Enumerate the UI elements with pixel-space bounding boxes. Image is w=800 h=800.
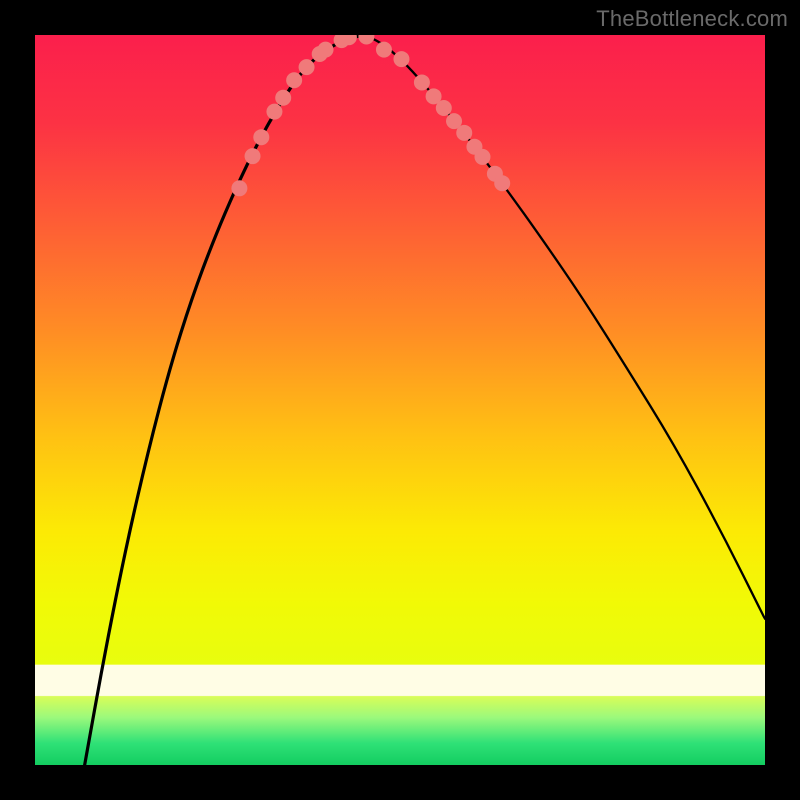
chart-svg: [35, 35, 765, 765]
data-dot: [494, 175, 510, 191]
data-dot: [474, 149, 490, 165]
watermark-text: TheBottleneck.com: [596, 6, 788, 32]
data-dot: [414, 74, 430, 90]
gradient-background: [35, 35, 765, 765]
data-dot: [245, 148, 261, 164]
chart-frame: TheBottleneck.com: [0, 0, 800, 800]
data-dot: [299, 59, 315, 75]
data-dot: [275, 90, 291, 106]
data-dot: [376, 42, 392, 58]
data-dot: [253, 129, 269, 145]
data-dot: [266, 104, 282, 120]
data-dot: [286, 72, 302, 88]
data-dot: [436, 100, 452, 116]
data-dot: [456, 125, 472, 141]
data-dot: [393, 51, 409, 67]
data-dot: [231, 180, 247, 196]
plot-area: [35, 35, 765, 765]
data-dot: [318, 42, 334, 58]
